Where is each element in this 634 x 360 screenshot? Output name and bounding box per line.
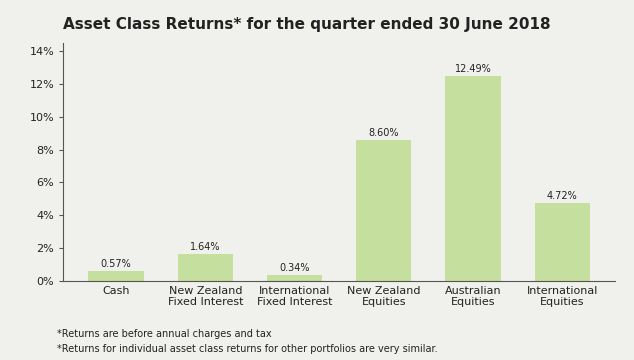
Text: 12.49%: 12.49% [455, 64, 491, 74]
Bar [445, 76, 501, 281]
Text: *Returns for individual asset class returns for other portfolios are very simila: *Returns for individual asset class retu… [57, 344, 437, 354]
Text: Asset Class Returns* for the quarter ended 30 June 2018: Asset Class Returns* for the quarter end… [63, 17, 551, 32]
Text: 4.72%: 4.72% [547, 192, 578, 202]
Bar [356, 140, 411, 281]
Text: 0.57%: 0.57% [101, 260, 131, 270]
Bar [534, 203, 590, 281]
Bar [89, 271, 144, 281]
Bar [267, 275, 322, 281]
Text: 0.34%: 0.34% [280, 263, 310, 273]
Text: 8.60%: 8.60% [368, 128, 399, 138]
Text: *Returns are before annual charges and tax: *Returns are before annual charges and t… [57, 329, 272, 339]
Bar [178, 254, 233, 281]
Text: 1.64%: 1.64% [190, 242, 221, 252]
